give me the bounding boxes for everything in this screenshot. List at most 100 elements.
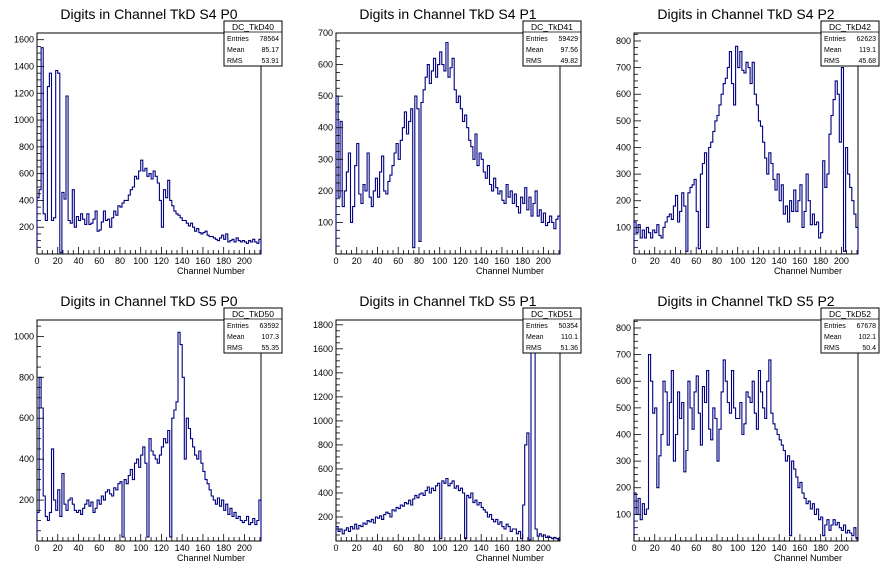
x-tick-label: 60 [393,543,403,553]
x-tick-label: 60 [94,543,104,553]
y-tick-label: 200 [318,186,333,196]
y-tick-label: 300 [616,456,631,466]
histogram-line [36,331,262,541]
x-tick-label: 20 [53,543,63,553]
x-tick-label: 100 [133,543,148,553]
y-tick-label: 100 [318,217,333,227]
x-tick-label: 100 [432,543,447,553]
stats-rms-label: RMS [227,58,243,65]
histogram-line [335,41,561,254]
stats-name: DC_TkD52 [829,309,871,319]
x-tick-label: 180 [216,256,231,266]
x-tick-label: 200 [536,543,551,553]
x-tick-label: 140 [474,543,489,553]
stats-entries-label: Entries [227,36,249,43]
y-tick-label: 400 [19,195,34,205]
x-tick-label: 0 [333,543,338,553]
x-tick-label: 120 [453,256,468,266]
x-tick-label: 80 [115,543,125,553]
x-tick-label: 100 [432,256,447,266]
stats-box: DC_TkD42 Entries 62623 Mean 119.1 RMS 45.68 [820,20,880,67]
stats-mean-label: Mean [227,47,245,54]
stats-entries-label: Entries [824,323,846,330]
x-tick-label: 140 [175,543,190,553]
y-tick-label: 1400 [14,61,34,71]
y-tick-label: 1200 [14,88,34,98]
x-tick-label: 20 [650,543,660,553]
y-tick-label: 600 [318,60,333,70]
stats-mean-label: Mean [824,334,842,341]
y-tick-label: 800 [19,142,34,152]
y-tick-label: 100 [616,222,631,232]
x-tick-label: 80 [712,543,722,553]
x-tick-label: 60 [94,256,104,266]
y-tick-label: 800 [616,323,631,333]
stats-entries-value: 62623 [857,36,877,43]
y-tick-label: 400 [616,429,631,439]
y-tick-label: 1600 [14,35,34,45]
histogram-line [36,47,262,254]
stats-mean-value: 119.1 [859,47,876,54]
x-axis-label: Channel Number [177,553,245,563]
y-tick-label: 1200 [313,392,333,402]
stats-entries-label: Entries [227,323,249,330]
stats-name: DC_TkD42 [829,22,871,32]
y-tick-label: 1800 [313,320,333,330]
y-tick-label: 700 [616,350,631,360]
stats-mean-label: Mean [526,334,544,341]
panel-title: Digits in Channel TkD S4 P0 [60,6,237,22]
panel-title: Digits in Channel TkD S4 P1 [359,6,536,22]
x-axis-label: Channel Number [177,266,245,276]
x-tick-label: 160 [494,543,509,553]
stats-box: DC_TkD52 Entries 67678 Mean 102.1 RMS 50.4 [820,307,880,354]
panel-title: Digits in Channel TkD S4 P2 [657,6,834,22]
x-tick-label: 200 [834,256,849,266]
x-axis-label: Channel Number [774,553,842,563]
x-tick-label: 40 [670,256,680,266]
x-tick-label: 0 [333,256,338,266]
stats-box-frame [522,20,582,67]
histogram-line [633,45,859,254]
histogram-line [335,336,561,541]
y-tick-label: 500 [318,91,333,101]
x-tick-label: 160 [195,543,210,553]
plot-frame [36,319,262,542]
x-tick-label: 120 [154,256,169,266]
x-tick-label: 160 [792,543,807,553]
panel-title: Digits in Channel TkD S5 P2 [657,293,834,309]
stats-rms-label: RMS [526,58,542,65]
y-tick-label: 800 [318,440,333,450]
x-tick-label: 80 [414,543,424,553]
y-tick-label: 400 [318,123,333,133]
x-tick-label: 40 [73,256,83,266]
y-tick-label: 600 [616,89,631,99]
x-tick-label: 100 [730,543,745,553]
x-tick-label: 80 [712,256,722,266]
stats-name: DC_TkD41 [531,22,573,32]
stats-box: DC_TkD51 Entries 50354 Mean 110.1 RMS 51.36 [522,307,582,354]
stats-entries-label: Entries [526,36,548,43]
x-tick-label: 180 [515,543,530,553]
stats-rms-value: 50.4 [862,345,876,352]
x-tick-label: 100 [133,256,148,266]
y-tick-label: 200 [19,495,34,505]
y-tick-label: 1400 [313,368,333,378]
x-tick-label: 200 [536,256,551,266]
stats-box: DC_TkD40 Entries 78564 Mean 85.17 RMS 53.91 [223,20,283,67]
stats-rms-value: 49.82 [560,58,578,65]
x-tick-label: 160 [494,256,509,266]
stats-box: DC_TkD50 Entries 63592 Mean 107.3 RMS 55.35 [223,307,283,354]
stats-entries-value: 50354 [559,323,579,330]
stats-box-frame [223,307,283,354]
x-tick-label: 200 [834,543,849,553]
histogram-panel-1: Digits in Channel TkD S4 P0 0 20 40 60 80 100 1… [14,6,283,276]
x-tick-label: 0 [631,543,636,553]
x-tick-label: 0 [34,543,39,553]
x-axis-label: Channel Number [476,553,544,563]
y-tick-label: 700 [616,63,631,73]
stats-rms-label: RMS [526,345,542,352]
stats-rms-label: RMS [227,345,243,352]
x-tick-label: 120 [154,543,169,553]
stats-box-frame [820,307,880,354]
y-tick-label: 600 [19,169,34,179]
